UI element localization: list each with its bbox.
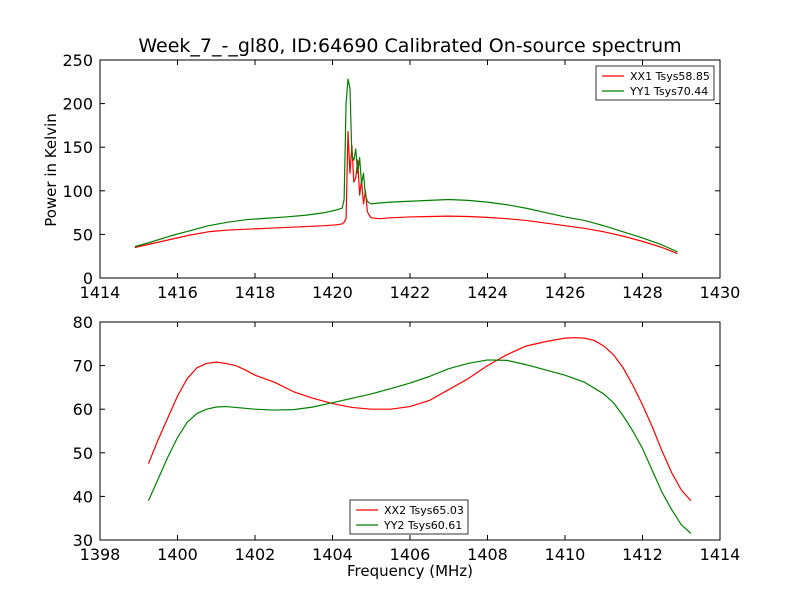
top-x-tick-label: 1416	[157, 283, 198, 302]
top-x-tick-label: 1430	[700, 283, 741, 302]
bottom-y-tick-label: 50	[73, 444, 93, 463]
bottom-y-tick-label: 80	[73, 313, 93, 332]
bottom-x-tick-label: 1412	[622, 545, 663, 564]
top-y-tick-label: 50	[73, 225, 93, 244]
top-series-line-2	[134, 78, 678, 253]
top-x-tick-label: 1418	[235, 283, 276, 302]
top-y-tick-label: 200	[62, 95, 93, 114]
bottom-x-tick-label: 1406	[390, 545, 431, 564]
bottom-x-tick-label: 1400	[157, 545, 198, 564]
top-x-tick-label: 1414	[80, 283, 121, 302]
bottom-x-tick-label: 1398	[80, 545, 121, 564]
top-y-tick-label: 250	[62, 51, 93, 70]
top-x-tick-label: 1426	[545, 283, 586, 302]
bottom-legend-label-1: XX2 Tsys65.03	[384, 504, 464, 517]
top-y-tick-label: 0	[83, 269, 93, 288]
x-axis-label: Frequency (MHz)	[347, 562, 473, 580]
bottom-y-tick-label: 30	[73, 531, 93, 550]
bottom-x-tick-label: 1404	[312, 545, 353, 564]
bottom-x-tick-label: 1402	[235, 545, 276, 564]
bottom-x-tick-label: 1410	[545, 545, 586, 564]
top-x-tick-label: 1422	[390, 283, 431, 302]
top-legend: XX1 Tsys58.85 YY1 Tsys70.44	[595, 65, 715, 101]
bottom-y-tick-label: 40	[73, 487, 93, 506]
y-axis-label: Power in Kelvin	[42, 113, 60, 227]
top-legend-label-2: YY1 Tsys70.44	[629, 85, 708, 98]
bottom-x-tick-label: 1408	[467, 545, 508, 564]
bottom-series-line-1	[147, 337, 692, 502]
top-x-tick-label: 1420	[312, 283, 353, 302]
bottom-series-line-2	[147, 359, 692, 534]
bottom-legend-label-2: YY2 Tsys60.61	[383, 519, 462, 532]
top-plot: 1414 1416 1418 1420 1422 1424 1426 1428 1430 0 50 1…	[62, 51, 740, 302]
top-legend-label-1: XX1 Tsys58.85	[630, 70, 710, 83]
bottom-y-tick-label: 70	[73, 357, 93, 376]
bottom-legend-box	[349, 499, 469, 535]
chart-title: Week_7_-_gl80, ID:64690 Calibrated On-so…	[138, 35, 681, 57]
top-x-tick-label: 1428	[622, 283, 663, 302]
bottom-y-tick-label: 60	[73, 400, 93, 419]
bottom-x-tick-label: 1414	[700, 545, 741, 564]
bottom-legend: XX2 Tsys65.03 YY2 Tsys60.61	[349, 499, 469, 535]
bottom-plot: 1398 1400 1402 1404 1406 1408 1410 1412 1414 30 40…	[73, 313, 741, 564]
top-y-tick-label: 150	[62, 138, 93, 157]
top-y-tick-label: 100	[62, 182, 93, 201]
top-x-tick-label: 1424	[467, 283, 508, 302]
top-legend-box	[595, 65, 715, 101]
